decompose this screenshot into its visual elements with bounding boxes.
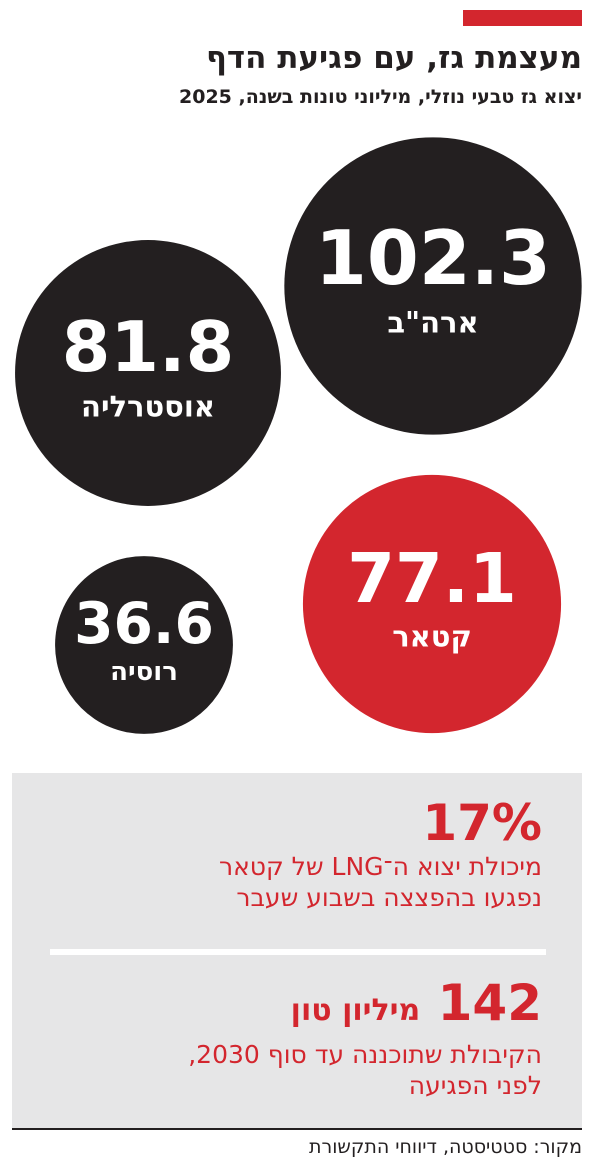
- chart-subtitle: יצוא גז טבעי נוזלי, מיליוני טונות בשנה, …: [179, 86, 582, 108]
- value-label: 102.3: [315, 215, 551, 302]
- category-label: אוסטרליה: [81, 389, 215, 423]
- accent-bar: [463, 10, 582, 26]
- category-label: ארה"ב: [387, 305, 478, 339]
- chart-title: מעצמת גז, עם פגיעת הדף: [206, 40, 582, 76]
- value-label: 81.8: [62, 307, 234, 388]
- bubble: [284, 137, 582, 435]
- fact: 142 מיליון טון הקיבולת שתוכננה עד סוף 20…: [188, 975, 542, 1101]
- bubble: [15, 240, 281, 506]
- source-rule: [12, 1128, 582, 1130]
- category-label: רוסיה: [110, 657, 178, 687]
- fact: 17% מיכולת יצוא ה־LNG של קטאר נפגעו בהפצ…: [219, 795, 542, 913]
- source: מקור: סטטיסטה, דיווחי התקשורת: [309, 1136, 582, 1158]
- separator: [50, 949, 546, 955]
- bubble: [302, 474, 562, 734]
- value-label: 77.1: [347, 539, 517, 619]
- fact-text: הקיבולת שתוכננה עד סוף 2030,: [188, 1040, 542, 1069]
- fact-text: נפגעו בהפצצה בשבוע שעבר: [236, 883, 542, 912]
- fact-unit: מיליון טון: [290, 993, 421, 1028]
- value-label: 36.6: [74, 591, 214, 657]
- bubble: [55, 556, 233, 734]
- fact-text: מיכולת יצוא ה־LNG של קטאר: [218, 852, 542, 881]
- category-label: קטאר: [392, 620, 472, 654]
- fact-headline: 142: [437, 974, 542, 1032]
- fact-headline: 17%: [422, 794, 542, 852]
- fact-text: לפני הפגיעה: [408, 1071, 542, 1100]
